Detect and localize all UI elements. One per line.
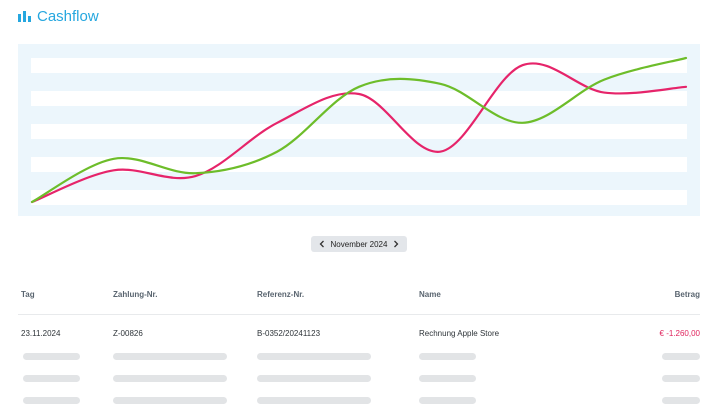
- column-header-zahlung-nr[interactable]: Zahlung-Nr.: [113, 290, 158, 299]
- skeleton-bar: [23, 397, 80, 404]
- skeleton-bar: [113, 375, 227, 382]
- table-row-placeholder: [18, 389, 700, 411]
- chevron-right-icon[interactable]: [391, 238, 401, 250]
- table-row[interactable]: 23.11.2024 Z-00826 B-0352/20241123 Rechn…: [18, 323, 700, 345]
- table-header: Tag Zahlung-Nr. Referenz-Nr. Name Betrag: [18, 290, 700, 315]
- page-header: Cashflow: [18, 6, 99, 26]
- month-selector: November 2024: [311, 236, 407, 252]
- grid-band: [31, 91, 687, 106]
- skeleton-bar: [113, 397, 227, 404]
- cashflow-chart-svg: [30, 56, 688, 205]
- cell-name: Rechnung Apple Store: [419, 329, 500, 338]
- skeleton-bar: [419, 353, 476, 360]
- cashflow-chart: [18, 44, 700, 216]
- grid-band: [31, 124, 687, 139]
- column-header-referenz-nr[interactable]: Referenz-Nr.: [257, 290, 305, 299]
- skeleton-bar: [23, 353, 80, 360]
- skeleton-bar: [257, 397, 371, 404]
- table-row-placeholder: [18, 345, 700, 367]
- skeleton-bar: [419, 397, 476, 404]
- skeleton-bar: [23, 375, 80, 382]
- payments-table: Tag Zahlung-Nr. Referenz-Nr. Name Betrag…: [18, 290, 700, 411]
- skeleton-bar: [257, 375, 371, 382]
- month-label: November 2024: [330, 239, 388, 249]
- column-header-name[interactable]: Name: [419, 290, 441, 299]
- table-row-placeholder: [18, 367, 700, 389]
- grid-band: [31, 190, 687, 205]
- column-header-tag[interactable]: Tag: [21, 290, 35, 299]
- skeleton-bar: [662, 397, 700, 404]
- cell-zahlung-nr: Z-00826: [113, 329, 143, 338]
- column-header-betrag[interactable]: Betrag: [674, 290, 700, 299]
- grid-band: [31, 157, 687, 172]
- chevron-left-icon[interactable]: [317, 238, 327, 250]
- skeleton-bar: [257, 353, 371, 360]
- page-title: Cashflow: [37, 7, 99, 25]
- series-line-2: [30, 56, 688, 204]
- skeleton-bar: [419, 375, 476, 382]
- bar-chart-icon: [18, 11, 31, 22]
- series-line-1: [30, 62, 688, 204]
- cell-tag: 23.11.2024: [21, 329, 61, 338]
- grid-band: [31, 58, 687, 73]
- skeleton-bar: [662, 353, 700, 360]
- skeleton-bar: [113, 353, 227, 360]
- cell-betrag: € -1.260,00: [659, 329, 700, 338]
- cell-referenz-nr: B-0352/20241123: [257, 329, 321, 338]
- skeleton-bar: [662, 375, 700, 382]
